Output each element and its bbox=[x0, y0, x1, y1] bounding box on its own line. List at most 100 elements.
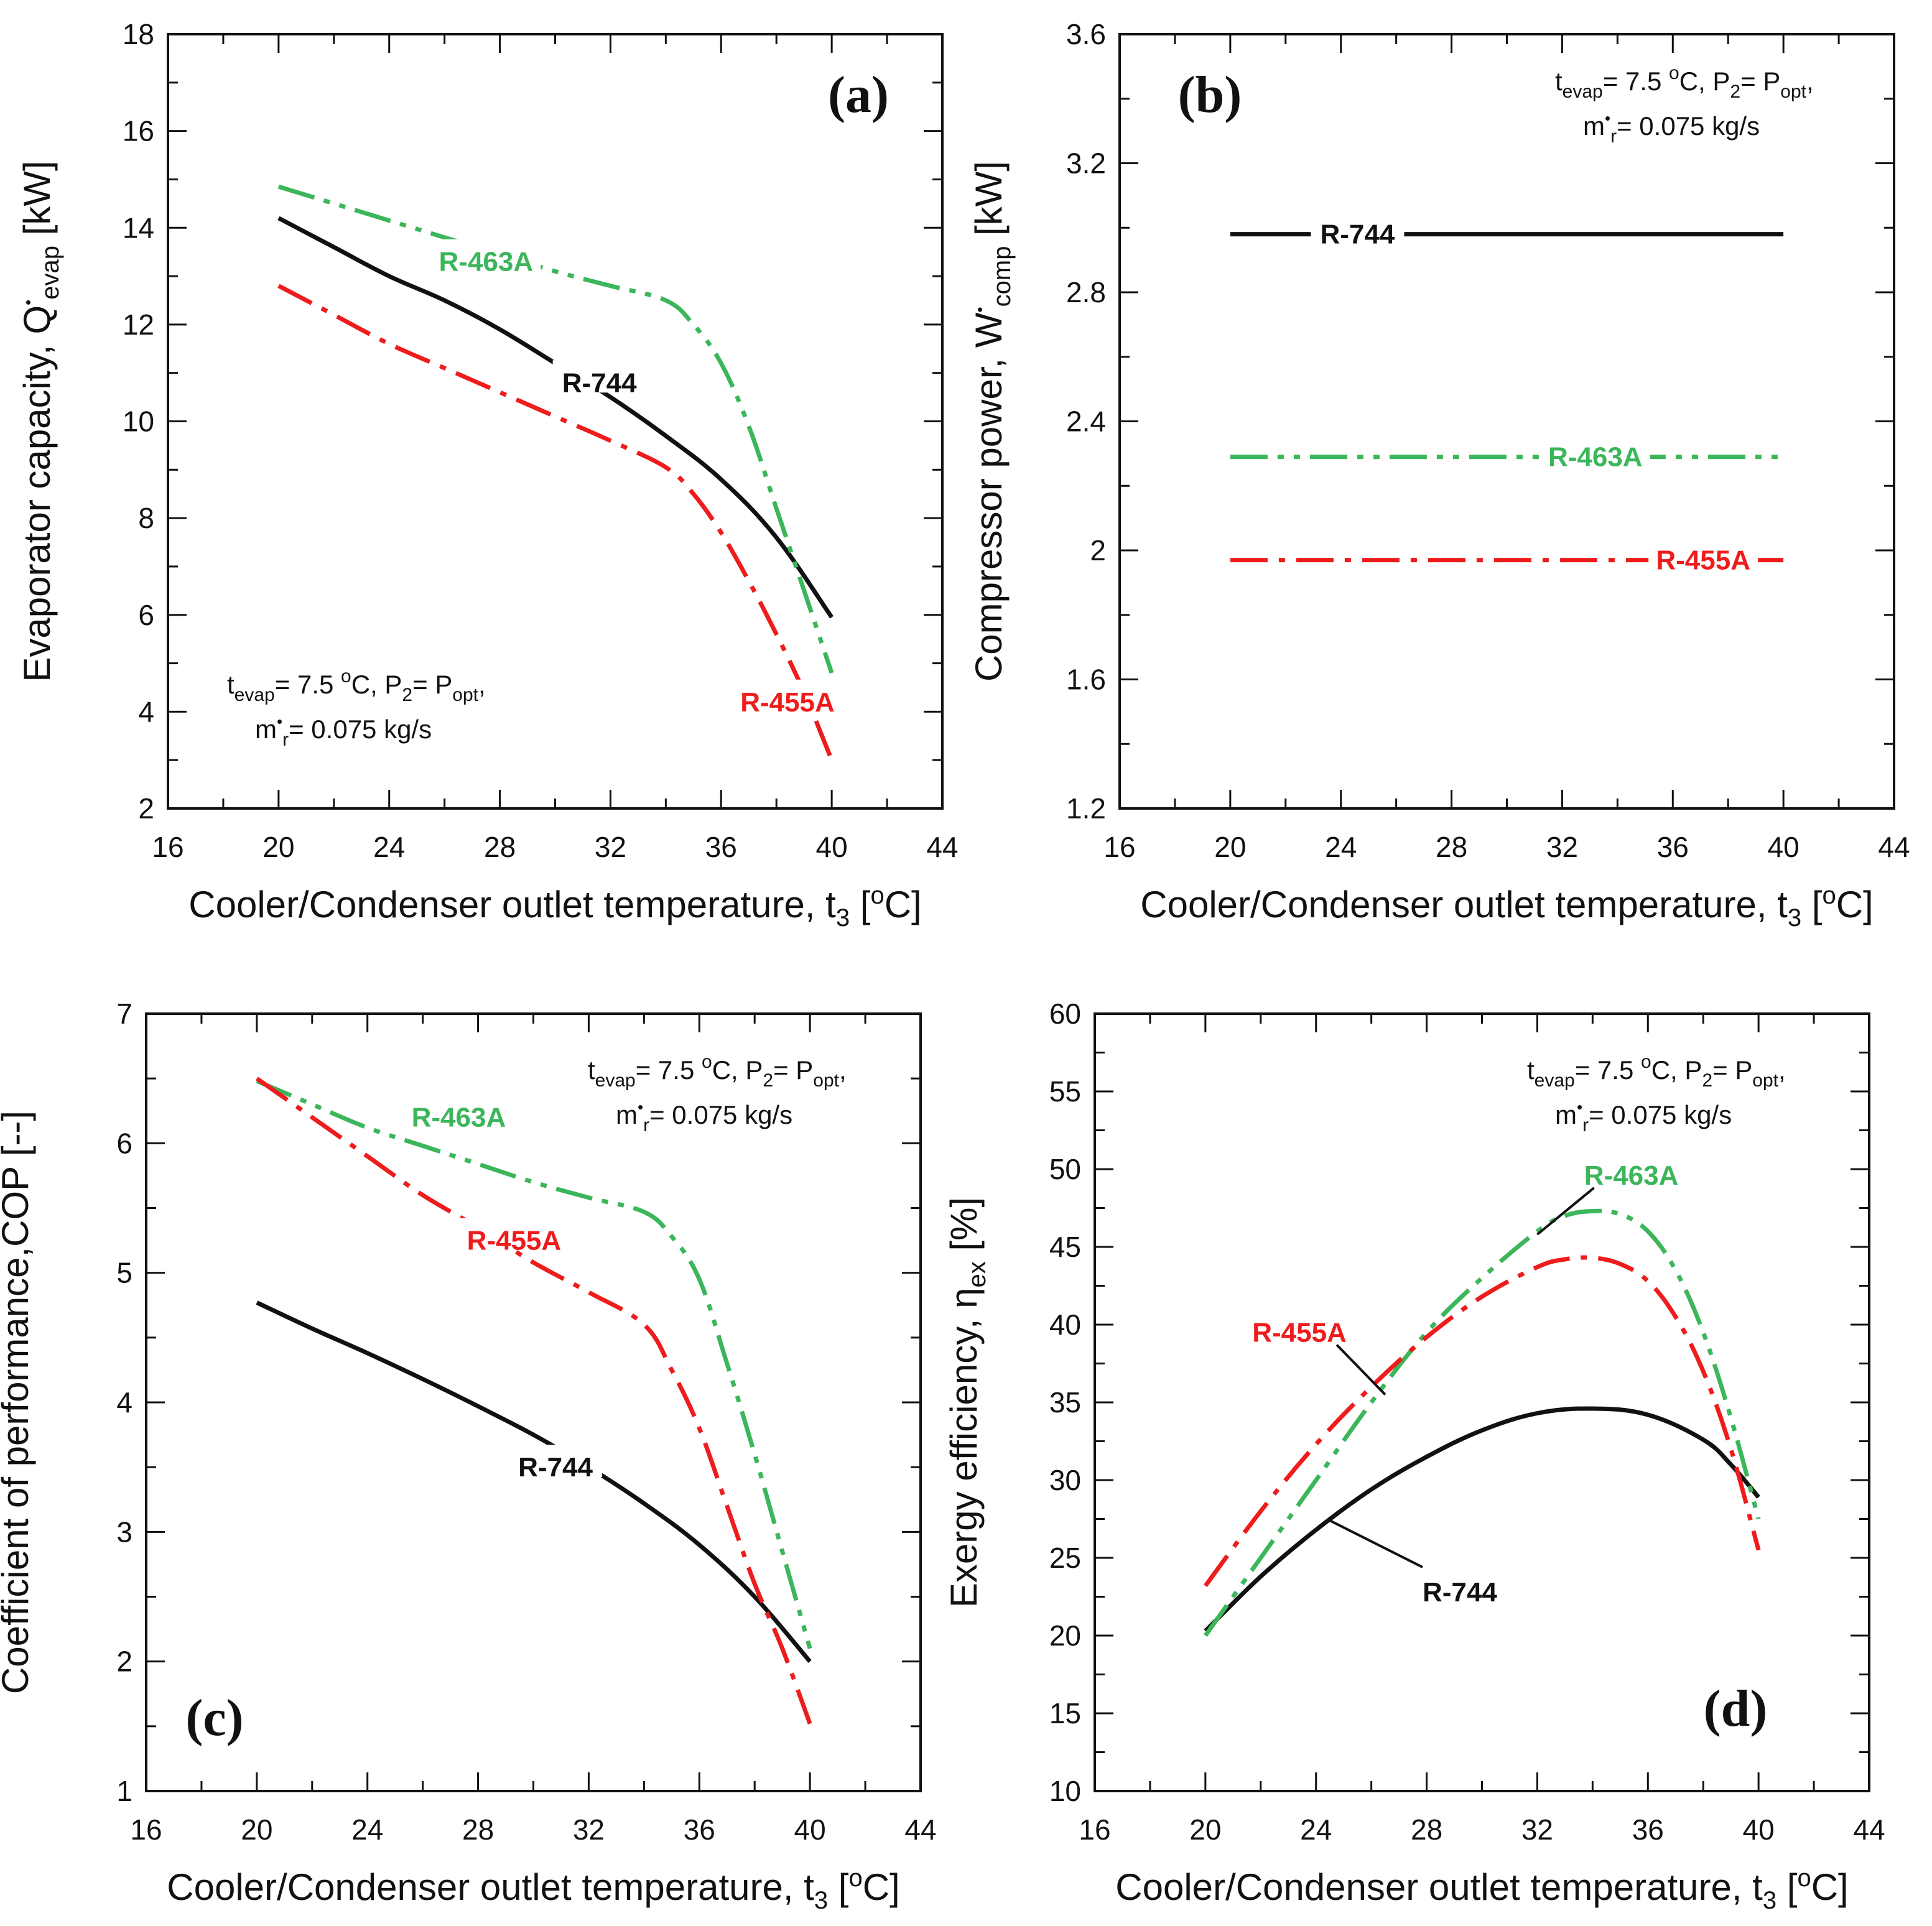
condition-note-line1: tevap= 7.5 oC, P2= Popt, bbox=[1555, 63, 1814, 102]
series-label-r-455a: R-455A bbox=[1656, 545, 1750, 576]
x-axis-title-main: Cooler/Condenser outlet temperature, t bbox=[1115, 1866, 1763, 1908]
y-tick-label: 2 bbox=[116, 1646, 132, 1678]
y-axis-title-main: Coefficient of performance,COP [--] bbox=[0, 1111, 36, 1694]
panel-d: 16 20 24 28 32 36 40 44 10 15 20 25 30 35 40 45 50 55 60 Co… bbox=[943, 998, 1885, 1914]
x-axis-title-end: C] bbox=[1811, 1866, 1849, 1908]
y-tick-label: 4 bbox=[116, 1386, 132, 1419]
panel-b: 16 20 24 28 32 36 40 44 1.2 1.6 2 2.4 2.8 3.2 3.6 Coole… bbox=[968, 18, 1910, 932]
series-label-r-463a: R-463A bbox=[1548, 442, 1643, 473]
x-tick-label: 40 bbox=[816, 831, 848, 863]
condition-note-line2: m•r= 0.075 kg/s bbox=[616, 1098, 792, 1136]
x-tick-label: 16 bbox=[152, 831, 183, 863]
y-tick-label: 3.6 bbox=[1066, 18, 1106, 50]
x-axis-title-main: Cooler/Condenser outlet temperature, t bbox=[1140, 884, 1788, 925]
series-line-r-463a bbox=[256, 1079, 812, 1649]
y-tick-label: 5 bbox=[116, 1257, 132, 1289]
y-axis-title-main: Compressor power, W bbox=[968, 312, 1010, 682]
panel-c: 16 20 24 28 32 36 40 44 1 2 3 4 5 6 7 Cooler/Condenser … bbox=[0, 998, 937, 1914]
y-tick-label: 6 bbox=[138, 599, 154, 631]
x-tick-label: 44 bbox=[926, 831, 958, 863]
x-axis-title-mid: [ bbox=[1801, 884, 1823, 925]
y-tick-label: 10 bbox=[123, 405, 154, 438]
panel-a: 16 20 24 28 32 36 40 4424681012141618Cooler/Con… bbox=[16, 18, 959, 932]
x-axis-title-end: C] bbox=[1836, 884, 1874, 925]
condition-note-line2: m•r= 0.075 kg/s bbox=[1583, 109, 1760, 147]
x-tick-label: 24 bbox=[351, 1813, 383, 1846]
x-axis-title-sup: o bbox=[1822, 882, 1836, 909]
x-axis-title-sub: 3 bbox=[836, 904, 850, 932]
x-axis-title: Cooler/Condenser outlet temperature, t3 … bbox=[1115, 1864, 1848, 1914]
condition-note-line1: tevap= 7.5 oC, P2= Popt, bbox=[227, 666, 486, 705]
x-tick-label: 16 bbox=[1079, 1813, 1110, 1846]
x-tick-label: 28 bbox=[1436, 831, 1467, 863]
label-background bbox=[1311, 211, 1405, 244]
x-axis-title: Cooler/Condenser outlet temperature, t3 … bbox=[188, 882, 921, 932]
x-tick-label: 44 bbox=[904, 1813, 936, 1846]
y-axis-title-sub: evap bbox=[37, 246, 64, 300]
label-leader-line bbox=[1335, 1344, 1386, 1396]
y-tick-label: 14 bbox=[123, 211, 154, 244]
series-label-r-455a: R-455A bbox=[467, 1226, 562, 1256]
x-axis-title-mid: [ bbox=[1776, 1866, 1798, 1908]
x-axis-title: Cooler/Condenser outlet temperature, t3 … bbox=[167, 1864, 899, 1914]
y-tick-label: 60 bbox=[1049, 998, 1081, 1030]
x-tick-label: 36 bbox=[1632, 1813, 1664, 1846]
y-axis-title-dot: • bbox=[970, 307, 989, 312]
plot-frame bbox=[145, 1012, 922, 1792]
y-tick-label: 20 bbox=[1049, 1619, 1081, 1652]
label-background bbox=[459, 1218, 569, 1251]
y-tick-label: 4 bbox=[138, 695, 154, 728]
y-tick-label: 8 bbox=[138, 502, 154, 534]
y-tick-label: 50 bbox=[1049, 1153, 1081, 1185]
label-leader-line bbox=[1536, 1187, 1595, 1236]
y-tick-label: 3.2 bbox=[1066, 147, 1106, 180]
x-tick-label: 28 bbox=[462, 1813, 494, 1846]
condition-note-line1: tevap= 7.5 oC, P2= Popt, bbox=[1527, 1052, 1786, 1091]
y-tick-label: 2.8 bbox=[1066, 276, 1106, 308]
x-tick-label: 36 bbox=[705, 831, 737, 863]
series-line-r-463a bbox=[277, 184, 834, 674]
x-tick-label: 20 bbox=[1189, 1813, 1221, 1846]
series-line-r-455a bbox=[277, 284, 834, 761]
x-axis-title-main: Cooler/Condenser outlet temperature, t bbox=[188, 884, 836, 925]
x-axis-title-end: C] bbox=[863, 1866, 900, 1908]
y-axis-title-sub: ex bbox=[964, 1261, 991, 1287]
y-tick-label: 2 bbox=[138, 792, 154, 825]
x-axis-title-sup: o bbox=[870, 882, 884, 909]
x-axis-title-sub: 3 bbox=[1788, 904, 1801, 932]
x-tick-label: 24 bbox=[1300, 1813, 1332, 1846]
x-tick-label: 36 bbox=[1657, 831, 1689, 863]
series-label-r-455a: R-455A bbox=[1252, 1318, 1347, 1348]
label-background bbox=[1245, 1310, 1355, 1343]
condition-note-line1: tevap= 7.5 oC, P2= Popt, bbox=[588, 1052, 847, 1091]
x-tick-label: 40 bbox=[794, 1813, 826, 1846]
series-label-r-463a: R-463A bbox=[412, 1103, 506, 1133]
y-tick-label: 55 bbox=[1049, 1075, 1081, 1108]
panel-tag: (c) bbox=[185, 1689, 243, 1747]
y-tick-label: 6 bbox=[116, 1127, 132, 1159]
x-tick-label: 40 bbox=[1743, 1813, 1775, 1846]
plot-frame bbox=[1118, 33, 1895, 810]
x-tick-label: 32 bbox=[1521, 1813, 1553, 1846]
label-background bbox=[431, 239, 541, 272]
y-tick-label: 30 bbox=[1049, 1464, 1081, 1496]
x-tick-label: 20 bbox=[241, 1813, 272, 1846]
y-axis-title: Evaporator capacity, Q•evap [kW] bbox=[16, 160, 64, 682]
y-axis-title-dot: • bbox=[19, 300, 37, 305]
y-tick-label: 2.4 bbox=[1066, 405, 1106, 438]
y-axis-title-sub: comp bbox=[988, 246, 1016, 307]
x-tick-label: 16 bbox=[130, 1813, 162, 1846]
x-axis-title-main: Cooler/Condenser outlet temperature, t bbox=[167, 1866, 814, 1908]
x-tick-label: 36 bbox=[684, 1813, 715, 1846]
y-tick-label: 35 bbox=[1049, 1386, 1081, 1419]
x-axis-title-sub: 3 bbox=[1763, 1887, 1776, 1914]
y-tick-label: 1 bbox=[116, 1775, 132, 1807]
y-tick-label: 7 bbox=[116, 998, 132, 1030]
y-axis-title: Coefficient of performance,COP [--] bbox=[0, 1111, 36, 1694]
label-background bbox=[733, 679, 842, 712]
y-axis-title-main: Exergy efficiency, η bbox=[943, 1287, 985, 1608]
label-background bbox=[404, 1095, 514, 1127]
series-label-r-744: R-744 bbox=[518, 1452, 593, 1483]
x-tick-label: 32 bbox=[573, 1813, 605, 1846]
